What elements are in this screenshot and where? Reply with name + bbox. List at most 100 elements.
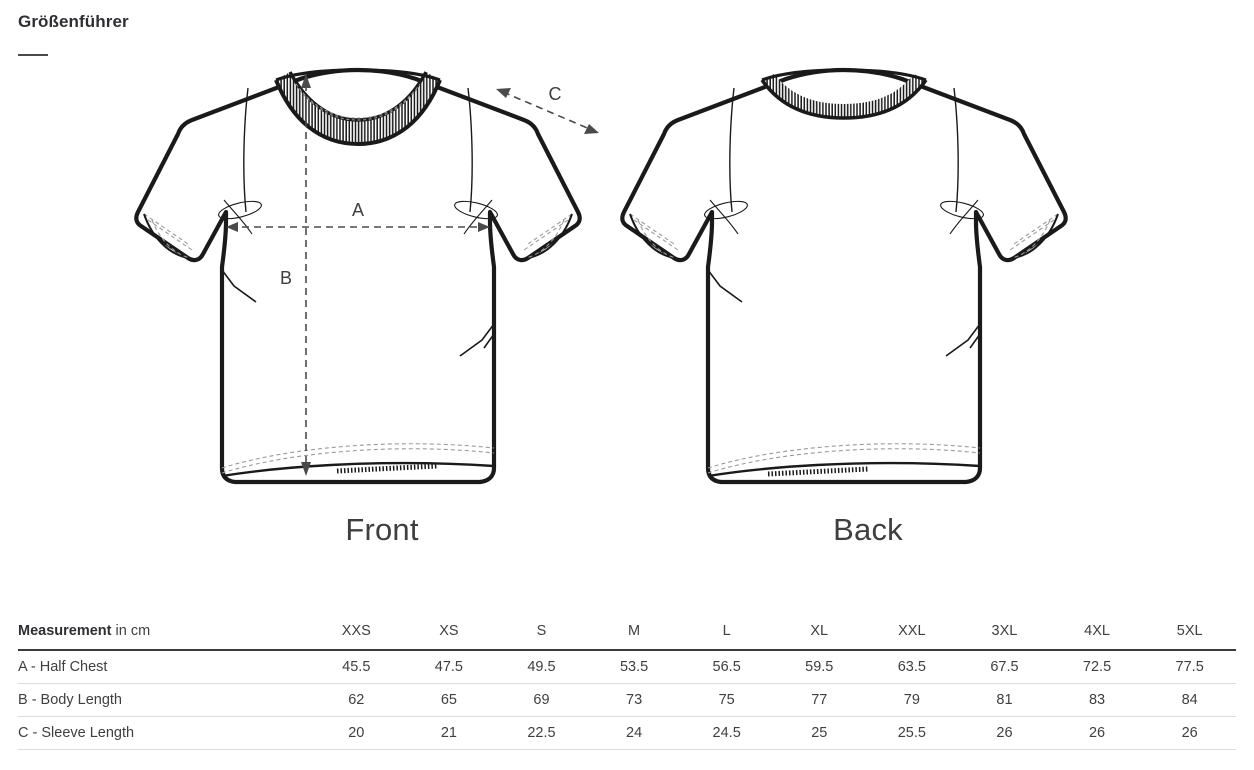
cell-body-length-xl: 77 [772, 683, 866, 717]
callout-a-label: A [352, 200, 364, 220]
cell-half-chest-xxl: 63.5 [865, 650, 959, 684]
size-header-xl: XL [772, 612, 866, 651]
right-cuff-opening [527, 213, 573, 259]
left-armpit-detail [218, 199, 262, 235]
dimension-callout-c: C [496, 84, 599, 134]
cell-half-chest-s: 49.5 [495, 650, 588, 684]
dimension-callout-a: A [226, 200, 490, 232]
size-header-m: M [587, 612, 681, 651]
shirt-outline-back [620, 67, 1068, 485]
size-header-xxl: XXL [865, 612, 959, 651]
back-right-armhole-seam [953, 87, 959, 213]
left-cuff-opening [143, 213, 189, 259]
back-right-cuff-stitch [1011, 219, 1051, 259]
cell-body-length-5xl: 84 [1143, 683, 1236, 717]
page-title: Größenführer [18, 12, 129, 31]
cell-sleeve-length-3xl: 26 [958, 716, 1051, 750]
left-sleeve-hem-stitch-outer [143, 213, 189, 245]
cell-sleeve-length-4xl: 26 [1050, 716, 1144, 750]
back-right-armpit-detail [940, 199, 984, 235]
tshirt-back-figure: Back [608, 62, 1128, 582]
cell-half-chest-5xl: 77.5 [1143, 650, 1236, 684]
back-left-armhole-seam [729, 87, 735, 213]
size-table-header-row: Measurement in cm XXS XS S M L XL XXL 3X… [18, 612, 1236, 651]
cell-sleeve-length-xl: 25 [772, 716, 866, 750]
size-header-4xl: 4XL [1050, 612, 1144, 651]
tshirt-front-body [134, 67, 582, 485]
table-row: B - Body Length 62 65 69 73 75 77 79 81 … [18, 683, 1236, 717]
right-sleeve-hem-stitch-inner [523, 219, 569, 251]
size-header-5xl: 5XL [1143, 612, 1236, 651]
back-right-side-crease [945, 323, 981, 357]
cell-half-chest-xxs: 45.5 [310, 650, 403, 684]
cell-body-length-4xl: 83 [1050, 683, 1144, 717]
cell-sleeve-length-5xl: 26 [1143, 716, 1236, 750]
cell-half-chest-4xl: 72.5 [1050, 650, 1144, 684]
front-view-label: Front [345, 512, 419, 547]
table-row: A - Half Chest 45.5 47.5 49.5 53.5 56.5 … [18, 650, 1236, 684]
tshirt-back-body [620, 67, 1068, 485]
back-left-sleeve-hem-stitch-inner [633, 219, 679, 251]
neck-tape-stitch-2 [299, 89, 417, 121]
cell-sleeve-length-s: 22.5 [495, 716, 588, 750]
back-bottom-hem-stitch-detail [767, 466, 869, 477]
back-right-sleeve-hem-stitch-inner [1009, 219, 1055, 251]
callout-c-label: C [549, 84, 562, 104]
dimension-callout-b: B [280, 74, 311, 476]
cell-half-chest-3xl: 67.5 [958, 650, 1051, 684]
cell-body-length-l: 75 [680, 683, 773, 717]
back-left-side-crease [707, 269, 743, 303]
illustration-area: A B C Front [0, 62, 1254, 582]
back-bottom-hem-edge [707, 461, 981, 478]
bottom-hem-stitch-outer [221, 443, 495, 469]
size-header-xs: XS [402, 612, 496, 651]
right-armpit-detail [454, 199, 498, 235]
back-left-cuff-stitch [637, 219, 677, 259]
cell-body-length-xxl: 79 [865, 683, 959, 717]
size-table-container: Measurement in cm XXS XS S M L XL XXL 3X… [18, 612, 1236, 750]
measurement-header-cell: Measurement in cm [18, 612, 310, 651]
measurement-header-strong: Measurement [18, 622, 112, 639]
collar-top-seam [275, 68, 441, 82]
cell-body-length-xs: 65 [402, 683, 496, 717]
bottom-hem-stitch-detail [336, 463, 438, 474]
back-left-sleeve-hem-stitch-outer [629, 213, 675, 245]
cell-sleeve-length-l: 24.5 [680, 716, 773, 750]
cell-sleeve-length-xxs: 20 [310, 716, 403, 750]
back-bottom-hem-stitch-outer [707, 443, 981, 469]
left-cuff-stitch [151, 219, 191, 259]
right-side-crease-2 [483, 333, 495, 349]
row-label-sleeve-length: C - Sleeve Length [18, 716, 310, 750]
size-header-l: L [680, 612, 773, 651]
cell-sleeve-length-xxl: 25.5 [865, 716, 959, 750]
right-side-crease [459, 323, 495, 357]
back-right-side-crease-2 [969, 333, 981, 349]
back-collar-lower-edge [760, 78, 928, 120]
tshirt-front-illustration: A B C [134, 67, 599, 485]
right-cuff-stitch [525, 219, 565, 259]
title-underline-rule [18, 54, 48, 56]
cell-sleeve-length-xs: 21 [402, 716, 496, 750]
left-armhole-seam [243, 87, 249, 213]
cell-body-length-m: 73 [587, 683, 681, 717]
measurement-header-unit: in cm [111, 622, 151, 639]
cell-half-chest-xl: 59.5 [772, 650, 866, 684]
callout-b-label: B [280, 268, 292, 288]
size-table-head: Measurement in cm XXS XS S M L XL XXL 3X… [18, 612, 1236, 651]
cell-body-length-xxs: 62 [310, 683, 403, 717]
cell-body-length-s: 69 [495, 683, 588, 717]
right-sleeve-hem-stitch-outer [527, 213, 573, 245]
size-chart-table: Measurement in cm XXS XS S M L XL XXL 3X… [18, 612, 1236, 750]
size-header-s: S [495, 612, 588, 651]
left-sleeve-hem-stitch-inner [147, 219, 193, 251]
back-left-armpit-detail [704, 199, 748, 235]
right-armhole-seam [467, 87, 473, 213]
tshirt-front-figure: A B C Front [122, 62, 642, 582]
back-right-cuff-opening [1013, 213, 1059, 259]
cell-half-chest-m: 53.5 [587, 650, 681, 684]
back-left-cuff-opening [629, 213, 675, 259]
left-side-crease [221, 269, 257, 303]
collar-outer-edge [274, 79, 442, 147]
bottom-hem-edge [221, 461, 495, 478]
tshirt-back-illustration [620, 67, 1068, 485]
